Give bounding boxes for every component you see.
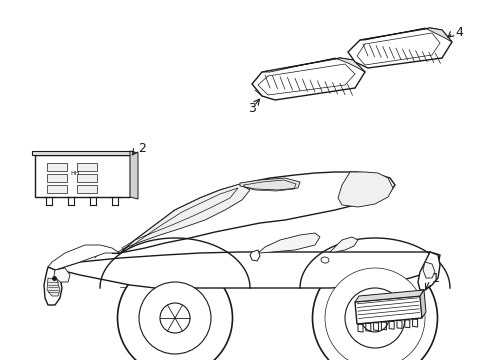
Polygon shape bbox=[48, 252, 439, 288]
Ellipse shape bbox=[345, 288, 404, 348]
Ellipse shape bbox=[312, 256, 437, 360]
Text: 1: 1 bbox=[431, 271, 439, 284]
Ellipse shape bbox=[117, 261, 232, 360]
Ellipse shape bbox=[320, 257, 328, 263]
Polygon shape bbox=[337, 172, 392, 207]
Polygon shape bbox=[417, 252, 439, 290]
Ellipse shape bbox=[360, 304, 388, 332]
Polygon shape bbox=[329, 237, 357, 252]
Polygon shape bbox=[54, 268, 70, 282]
Polygon shape bbox=[47, 174, 67, 182]
Polygon shape bbox=[354, 296, 421, 324]
Text: 4: 4 bbox=[454, 26, 462, 39]
Polygon shape bbox=[47, 185, 67, 193]
Ellipse shape bbox=[139, 282, 210, 354]
Polygon shape bbox=[419, 290, 425, 318]
Text: HH: HH bbox=[70, 171, 80, 176]
Polygon shape bbox=[359, 28, 451, 42]
Text: 3: 3 bbox=[247, 102, 255, 114]
Polygon shape bbox=[77, 185, 97, 193]
Ellipse shape bbox=[160, 303, 190, 333]
Polygon shape bbox=[118, 184, 249, 253]
Polygon shape bbox=[258, 233, 319, 253]
Polygon shape bbox=[77, 174, 97, 182]
Polygon shape bbox=[262, 58, 364, 72]
Polygon shape bbox=[422, 262, 434, 278]
Polygon shape bbox=[240, 178, 299, 190]
Polygon shape bbox=[47, 278, 60, 296]
Polygon shape bbox=[251, 58, 364, 100]
Polygon shape bbox=[130, 151, 138, 199]
Polygon shape bbox=[347, 28, 451, 68]
Polygon shape bbox=[32, 151, 133, 155]
Polygon shape bbox=[77, 163, 97, 171]
Text: 2: 2 bbox=[138, 141, 145, 154]
Polygon shape bbox=[112, 172, 394, 253]
Polygon shape bbox=[35, 155, 130, 197]
Polygon shape bbox=[48, 245, 120, 270]
Ellipse shape bbox=[325, 268, 424, 360]
Polygon shape bbox=[47, 163, 67, 171]
Polygon shape bbox=[44, 267, 62, 305]
Polygon shape bbox=[249, 250, 260, 261]
Polygon shape bbox=[354, 290, 423, 302]
